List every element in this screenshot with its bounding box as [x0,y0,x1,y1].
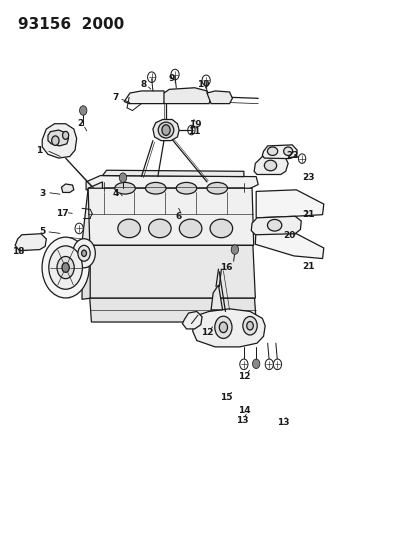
Ellipse shape [252,359,259,368]
Polygon shape [124,91,165,103]
Text: 6: 6 [175,212,181,221]
Ellipse shape [242,317,256,335]
Polygon shape [90,298,256,322]
Ellipse shape [148,219,171,238]
Ellipse shape [75,223,83,233]
Ellipse shape [209,219,232,238]
Ellipse shape [119,173,126,182]
Polygon shape [182,311,202,329]
Text: 13: 13 [276,418,289,427]
Ellipse shape [176,182,196,194]
Polygon shape [82,245,90,300]
Polygon shape [102,170,243,176]
Ellipse shape [239,359,247,369]
Ellipse shape [114,182,135,194]
Ellipse shape [118,219,140,238]
Ellipse shape [145,182,166,194]
Ellipse shape [264,160,276,171]
Polygon shape [164,88,211,103]
Text: 4: 4 [113,189,119,198]
Ellipse shape [78,245,90,261]
Polygon shape [86,175,258,191]
Ellipse shape [206,182,227,194]
Text: 2: 2 [77,119,83,128]
Ellipse shape [171,69,179,80]
Ellipse shape [62,131,69,139]
Ellipse shape [42,237,89,298]
Text: 22: 22 [285,151,298,160]
Ellipse shape [147,72,155,83]
Polygon shape [192,309,265,347]
Polygon shape [88,188,253,245]
Polygon shape [42,124,76,158]
Ellipse shape [79,106,87,115]
Ellipse shape [73,239,95,268]
Ellipse shape [214,316,231,338]
Polygon shape [48,130,68,146]
Ellipse shape [52,136,59,146]
Text: 1: 1 [36,146,42,155]
Ellipse shape [49,246,82,289]
Ellipse shape [202,75,210,86]
Ellipse shape [283,147,292,156]
Ellipse shape [81,250,86,256]
Ellipse shape [179,219,202,238]
Ellipse shape [230,245,238,254]
Polygon shape [251,216,301,235]
Text: 12: 12 [237,372,249,381]
Ellipse shape [267,147,277,156]
Ellipse shape [298,154,305,164]
Text: 18: 18 [12,247,25,256]
Text: 15: 15 [220,393,233,402]
Text: 19: 19 [189,120,202,130]
Text: 11: 11 [187,127,199,136]
Ellipse shape [158,122,173,138]
Text: 14: 14 [237,406,249,415]
Text: 17: 17 [56,209,69,218]
Text: 8: 8 [140,79,146,88]
Ellipse shape [267,220,281,231]
Text: 10: 10 [196,79,209,88]
Ellipse shape [265,359,273,369]
Text: 21: 21 [301,262,314,271]
Polygon shape [255,224,323,259]
Text: 21: 21 [301,210,314,219]
Ellipse shape [246,321,253,330]
Polygon shape [82,182,102,243]
Text: 20: 20 [282,231,294,240]
Text: 13: 13 [235,416,247,425]
Ellipse shape [57,256,74,279]
Polygon shape [211,285,222,310]
Polygon shape [15,233,46,251]
Ellipse shape [161,125,170,135]
Polygon shape [256,190,323,218]
Polygon shape [262,145,297,159]
Text: 16: 16 [220,263,233,272]
Text: 3: 3 [39,189,45,198]
Ellipse shape [219,322,227,333]
Text: 23: 23 [301,173,314,182]
Text: 7: 7 [113,93,119,102]
Polygon shape [254,157,287,174]
Ellipse shape [62,263,69,272]
Polygon shape [152,119,179,141]
Text: 5: 5 [39,227,45,236]
Polygon shape [88,245,255,298]
Polygon shape [62,184,74,192]
Ellipse shape [187,125,195,135]
Ellipse shape [273,359,281,369]
Polygon shape [206,91,232,103]
Text: 12: 12 [200,328,213,337]
Text: 9: 9 [169,74,175,83]
Text: 93156  2000: 93156 2000 [19,17,124,32]
